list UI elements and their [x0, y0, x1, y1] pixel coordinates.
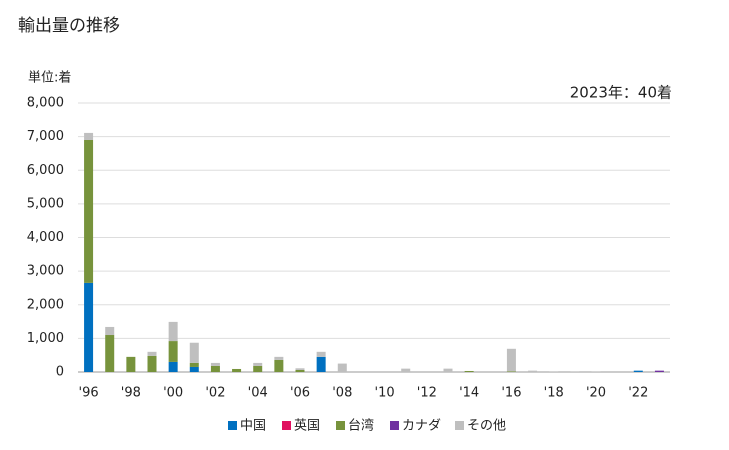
legend-label: 英国: [294, 419, 320, 434]
bar-segment: [147, 355, 157, 372]
bar-segment: [105, 326, 115, 336]
bar-segment: [506, 371, 516, 372]
bar-segment: [84, 139, 94, 283]
bar-segment: [84, 282, 94, 372]
y-tick-label: 4,000: [27, 230, 64, 245]
legend-label: 台湾: [348, 418, 374, 434]
x-tick-label: '08: [332, 386, 352, 401]
bar-segment: [168, 361, 178, 372]
bar-segment: [253, 362, 263, 366]
x-tick-label: '00: [163, 386, 183, 401]
bar-segment: [591, 371, 601, 372]
bar-segment: [210, 365, 220, 372]
y-tick-label: 0: [56, 365, 64, 380]
x-tick-label: '16: [501, 386, 521, 401]
x-tick-label: '12: [417, 386, 437, 401]
unit-label: 単位:着: [28, 70, 71, 86]
bar-segment: [295, 368, 305, 370]
x-tick-label: '04: [248, 386, 268, 401]
bar-segment: [84, 132, 94, 140]
bar-segment: [633, 370, 643, 372]
x-tick-label: '20: [586, 386, 606, 401]
y-tick-label: 1,000: [27, 331, 64, 346]
y-tick-label: 8,000: [27, 96, 64, 111]
bar-segment: [528, 370, 538, 372]
legend-swatch: [390, 421, 399, 430]
bar-segment: [443, 368, 453, 372]
bar-segment: [210, 362, 220, 366]
x-tick-label: '14: [459, 386, 479, 401]
bar-segment: [570, 371, 580, 372]
x-tick-label: '18: [544, 386, 564, 401]
bar-segment: [189, 342, 199, 363]
y-tick-label: 5,000: [27, 196, 64, 211]
bar-segment: [168, 321, 178, 342]
bar-segment: [295, 369, 305, 372]
y-tick-label: 2,000: [27, 297, 64, 312]
bar-segment: [253, 365, 263, 372]
x-tick-label: '98: [121, 386, 141, 401]
legend-label: 中国: [240, 419, 266, 434]
x-tick-label: '22: [628, 386, 648, 401]
x-tick-label: '06: [290, 386, 310, 401]
bar-segment: [464, 370, 474, 372]
bar-segment: [316, 356, 326, 372]
bar-segment: [401, 368, 411, 372]
bar-segment: [232, 368, 242, 372]
y-tick-label: 7,000: [27, 129, 64, 144]
legend-swatch: [336, 421, 345, 430]
bar-segment: [105, 335, 115, 372]
legend-swatch: [228, 421, 237, 430]
bar-segment: [337, 363, 347, 372]
bar-segment: [147, 351, 157, 356]
x-tick-label: '10: [375, 386, 395, 401]
legend-swatch: [455, 421, 464, 430]
bar-segment: [189, 366, 199, 372]
legend-swatch: [282, 421, 291, 430]
bar-segment: [274, 356, 284, 360]
chart-title: 輸出量の推移: [18, 16, 120, 36]
bar-segment: [189, 362, 199, 367]
bar-segment: [654, 370, 664, 372]
bar-segment: [168, 341, 178, 362]
x-tick-label: '96: [79, 386, 99, 401]
bar-segment: [506, 348, 516, 372]
bar-segment: [549, 371, 559, 372]
bar-segment: [316, 351, 326, 357]
legend-label: カナダ: [402, 419, 441, 434]
bar-segment: [126, 356, 136, 372]
x-tick-label: '02: [205, 386, 225, 401]
y-tick-label: 6,000: [27, 163, 64, 178]
annotation: 2023年：40着: [570, 84, 672, 102]
y-tick-label: 3,000: [27, 264, 64, 279]
bar-segment: [274, 359, 284, 372]
legend-label: その他: [467, 419, 506, 434]
